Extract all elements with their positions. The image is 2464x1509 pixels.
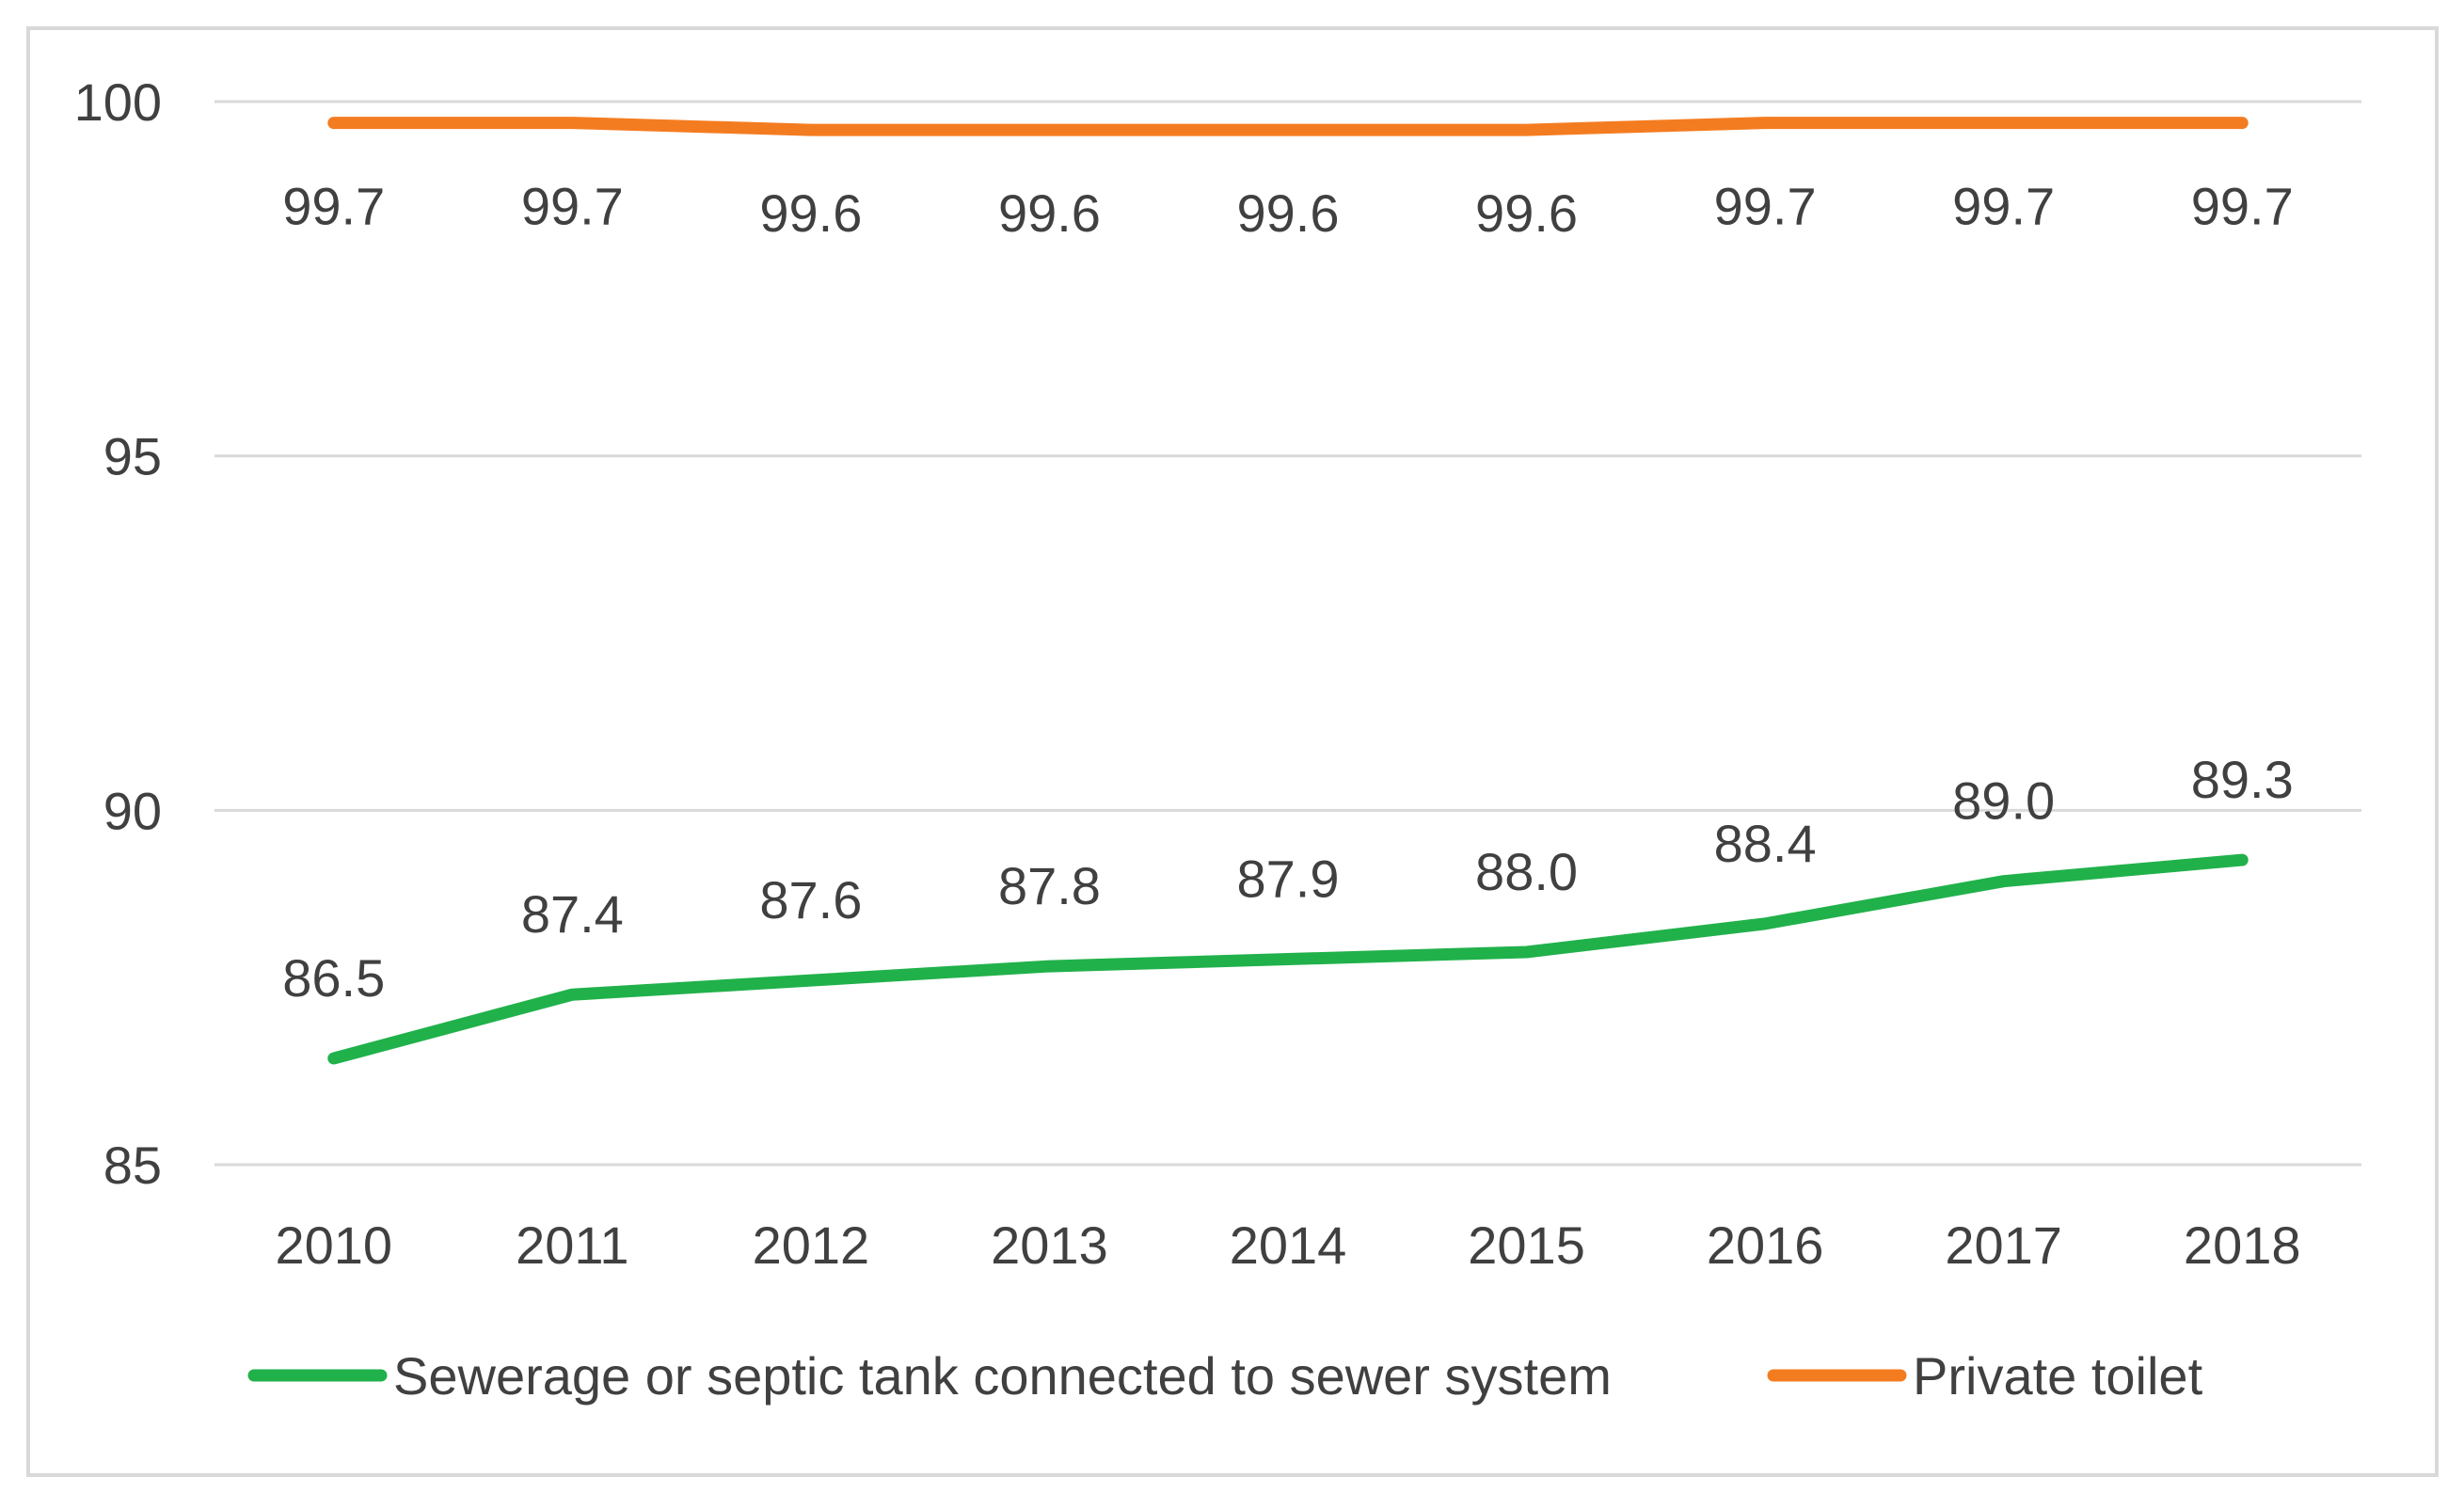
x-tick-label: 2016 (1707, 1215, 1824, 1275)
x-tick-label: 2012 (753, 1215, 870, 1275)
data-point-0-0 (332, 1056, 336, 1060)
data-label-1-2: 99.6 (759, 183, 862, 243)
x-tick-label: 2011 (516, 1215, 628, 1275)
data-label-1-0: 99.7 (282, 177, 385, 236)
data-label-0-3: 87.8 (998, 856, 1101, 915)
x-tick-label: 2014 (1230, 1215, 1347, 1275)
x-axis-ticks: 2010 2011 2012 2013 2014 2015 2016 2017 2018 (275, 1215, 2300, 1275)
series-line-1 (327, 117, 2249, 136)
y-tick-label: 85 (103, 1136, 162, 1195)
x-tick-label: 2010 (275, 1215, 392, 1275)
data-labels: 86.5 87.4 87.6 87.8 87.9 88.0 88.4 89.0 89.3 99.7… (282, 177, 2293, 1008)
data-point-1-0 (332, 121, 336, 125)
data-label-1-6: 99.7 (1714, 177, 1817, 236)
data-label-0-6: 88.4 (1714, 814, 1817, 873)
legend-item-0: Sewerage or septic tank connected to sew… (247, 1346, 1612, 1406)
data-point-0-5 (1525, 950, 1529, 954)
data-point-0-3 (1047, 964, 1051, 968)
data-point-1-7 (2002, 121, 2006, 125)
data-label-1-3: 99.6 (998, 183, 1101, 243)
data-label-1-5: 99.6 (1475, 183, 1578, 243)
chart-frame (26, 26, 2439, 1477)
series-lines (327, 117, 2249, 1065)
data-point-0-8 (2240, 858, 2244, 862)
data-point-0-1 (570, 993, 574, 996)
x-tick-label: 2017 (1945, 1215, 2062, 1275)
data-point-0-7 (2002, 880, 2006, 883)
data-label-1-1: 99.7 (521, 177, 624, 236)
legend-label-0: Sewerage or septic tank connected to sew… (393, 1346, 1612, 1406)
data-point-1-1 (570, 121, 574, 125)
data-label-0-7: 89.0 (1952, 771, 2055, 831)
legend: Sewerage or septic tank connected to sew… (247, 1346, 2203, 1406)
data-point-1-2 (809, 128, 813, 132)
data-label-0-2: 87.6 (759, 870, 862, 929)
data-label-0-5: 88.0 (1475, 842, 1578, 901)
x-tick-label: 2015 (1468, 1215, 1585, 1275)
legend-label-1: Private toilet (1913, 1346, 2203, 1406)
data-label-0-1: 87.4 (521, 884, 624, 944)
y-axis-ticks: 85 90 95 100 (74, 72, 162, 1195)
x-tick-label: 2013 (991, 1215, 1108, 1275)
legend-item-1: Private toilet (1767, 1346, 2203, 1406)
data-point-1-5 (1525, 128, 1529, 132)
data-label-0-8: 89.3 (2191, 750, 2294, 809)
series-line-0 (327, 853, 2249, 1065)
data-label-0-4: 87.9 (1237, 850, 1340, 909)
data-label-1-8: 99.7 (2191, 177, 2294, 236)
data-label-0-0: 86.5 (282, 948, 385, 1008)
data-label-1-4: 99.6 (1237, 183, 1340, 243)
y-tick-label: 100 (74, 72, 162, 132)
data-label-1-7: 99.7 (1952, 177, 2055, 236)
data-point-0-4 (1286, 958, 1290, 961)
data-point-1-4 (1286, 128, 1290, 132)
data-point-1-3 (1047, 128, 1051, 132)
x-tick-label: 2018 (2184, 1215, 2301, 1275)
data-point-1-8 (2240, 121, 2244, 125)
data-point-0-6 (1763, 922, 1767, 926)
y-tick-label: 95 (103, 427, 162, 486)
data-point-0-2 (809, 978, 813, 982)
y-tick-label: 90 (103, 781, 162, 840)
gridlines (215, 100, 2361, 1167)
data-point-1-6 (1763, 121, 1767, 125)
